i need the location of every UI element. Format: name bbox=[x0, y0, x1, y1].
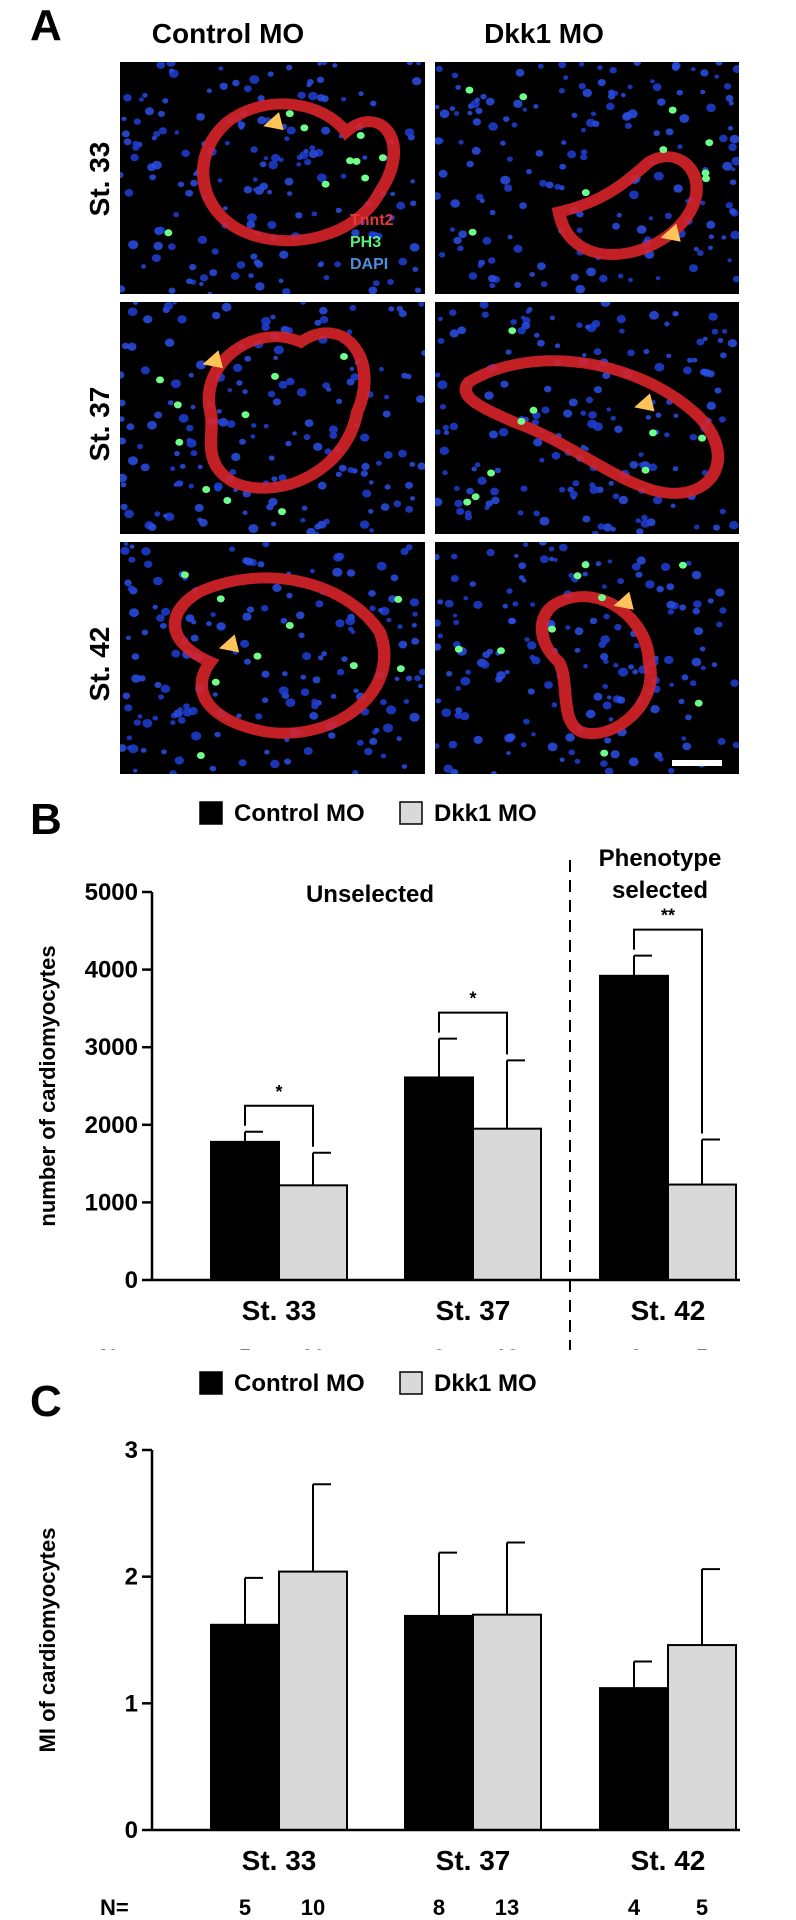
n-value: 4 bbox=[628, 1895, 641, 1920]
category-label: St. 42 bbox=[631, 1845, 706, 1876]
group-label-unselected: Unselected bbox=[306, 881, 434, 908]
y-tick-label: 3000 bbox=[85, 1034, 138, 1061]
n-value: 4 bbox=[628, 1345, 641, 1350]
y-tick-label: 2 bbox=[125, 1564, 138, 1591]
group-label-selected: selected bbox=[612, 877, 708, 904]
chart-cardiomyocyte-number: Control MO Dkk1 MO 0 1000 2000 3000 4000 5000 nu… bbox=[35, 800, 740, 1350]
y-tick-label: 5000 bbox=[85, 879, 138, 906]
significance-mark: * bbox=[275, 1082, 282, 1102]
category-label: St. 33 bbox=[242, 1845, 317, 1876]
stain-legend: Tnnt2 PH3 DAPI bbox=[350, 210, 420, 276]
y-axis-label: MI of cardiomyocytes bbox=[35, 1528, 60, 1753]
significance-bracket bbox=[244, 1104, 314, 1147]
n-value: 5 bbox=[239, 1895, 251, 1920]
category-label: St. 33 bbox=[242, 1295, 317, 1326]
column-title-control: Control MO bbox=[151, 18, 305, 49]
y-tick-label: 3 bbox=[125, 1437, 138, 1464]
legend-label: Dkk1 MO bbox=[434, 800, 537, 827]
micrograph-st37-control bbox=[120, 302, 425, 534]
y-tick-label: 2000 bbox=[85, 1112, 138, 1139]
stain-label-ph3: PH3 bbox=[350, 234, 382, 251]
micrograph-st42-dkk1 bbox=[435, 542, 739, 774]
y-tick-label: 1 bbox=[125, 1690, 138, 1717]
significance-bracket bbox=[633, 928, 703, 1134]
n-label: N= bbox=[100, 1895, 129, 1920]
legend-swatch bbox=[199, 801, 223, 825]
panel-c-letter: C bbox=[30, 1377, 62, 1426]
bar-control bbox=[404, 1614, 474, 1831]
y-axis-label: number of cardiomyocytes bbox=[35, 945, 60, 1226]
bar-control bbox=[599, 974, 669, 1281]
panel-b-letter: B bbox=[30, 795, 62, 844]
y-tick-label: 4000 bbox=[85, 957, 138, 984]
micrograph-st33-dkk1 bbox=[435, 62, 739, 294]
significance-mark: ** bbox=[661, 906, 675, 926]
micrograph-st33-control bbox=[120, 62, 425, 294]
panel-a-letter: A bbox=[30, 1, 62, 50]
n-label: N= bbox=[100, 1345, 129, 1350]
scale-bar bbox=[672, 760, 722, 766]
legend-swatch bbox=[399, 801, 423, 825]
bar-dkk1 bbox=[667, 1183, 737, 1281]
category-label: St. 42 bbox=[631, 1295, 706, 1326]
n-value: 13 bbox=[495, 1895, 519, 1920]
bar-control bbox=[210, 1623, 280, 1831]
legend-label: Control MO bbox=[234, 800, 365, 827]
bar-control bbox=[404, 1076, 474, 1281]
bar-dkk1 bbox=[278, 1570, 348, 1831]
legend-label: Control MO bbox=[234, 1370, 365, 1397]
n-value: 8 bbox=[433, 1895, 445, 1920]
group-label-phenotype: Phenotype bbox=[599, 845, 722, 872]
y-tick-label: 0 bbox=[125, 1817, 138, 1844]
bar-dkk1 bbox=[667, 1644, 737, 1832]
category-label: St. 37 bbox=[436, 1845, 511, 1876]
legend-swatch bbox=[199, 1371, 223, 1395]
column-title-dkk1: Dkk1 MO bbox=[484, 18, 604, 49]
micrograph-st37-dkk1 bbox=[435, 302, 739, 534]
row-title-st37: St. 37 bbox=[84, 386, 115, 462]
n-value: 8 bbox=[433, 1345, 445, 1350]
row-title-st42: St. 42 bbox=[84, 626, 115, 702]
bar-dkk1 bbox=[472, 1127, 542, 1281]
y-tick-label: 0 bbox=[125, 1267, 138, 1294]
micrograph-st42-control bbox=[120, 542, 425, 774]
n-value: 13 bbox=[495, 1345, 519, 1350]
bar-control bbox=[599, 1687, 669, 1831]
bar-dkk1 bbox=[278, 1184, 348, 1281]
n-value: 10 bbox=[301, 1895, 325, 1920]
row-title-st33: St. 33 bbox=[84, 141, 115, 217]
n-value: 5 bbox=[696, 1345, 708, 1350]
bar-dkk1 bbox=[472, 1613, 542, 1831]
stain-label-dapi: DAPI bbox=[350, 256, 389, 273]
significance-mark: * bbox=[469, 989, 476, 1009]
significance-bracket bbox=[438, 1011, 508, 1055]
y-tick-label: 1000 bbox=[85, 1189, 138, 1216]
stain-label-tnnt2: Tnnt2 bbox=[350, 212, 394, 229]
n-value: 10 bbox=[301, 1345, 325, 1350]
n-value: 5 bbox=[239, 1345, 251, 1350]
n-value: 5 bbox=[696, 1895, 708, 1920]
legend-label: Dkk1 MO bbox=[434, 1370, 537, 1397]
bar-control bbox=[210, 1140, 280, 1282]
chart-mitotic-index: Control MO Dkk1 MO 0 1 2 3 MI of cardiomyocyte… bbox=[35, 1370, 740, 1920]
legend-swatch bbox=[399, 1371, 423, 1395]
category-label: St. 37 bbox=[436, 1295, 511, 1326]
